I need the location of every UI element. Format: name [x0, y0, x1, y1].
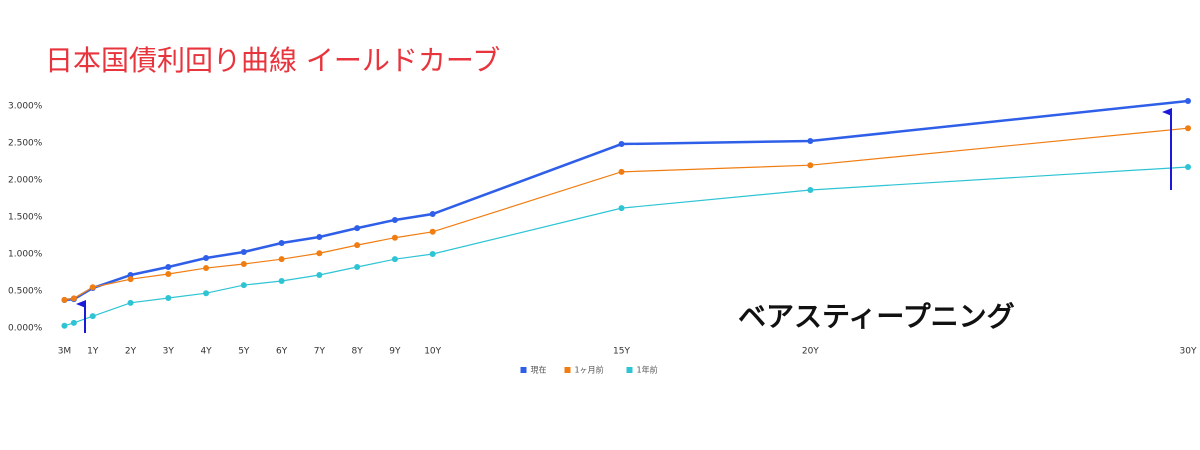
data-point	[89, 284, 96, 291]
data-point	[203, 290, 210, 297]
x-tick-label: 30Y	[1180, 347, 1197, 357]
plot-area: 0.000% 0.500% 1.000% 1.500% 2.000% 2.500% 3.00…	[8, 97, 1197, 375]
annotation: ベアスティープニング	[738, 300, 1015, 333]
x-tick-label: 15Y	[613, 347, 630, 357]
data-point	[70, 319, 77, 326]
data-point	[429, 228, 436, 235]
data-point	[354, 225, 361, 232]
y-tick-label: 0.500%	[8, 287, 43, 297]
data-point	[203, 254, 210, 261]
data-point	[807, 162, 814, 169]
y-tick-label: 2.500%	[8, 139, 43, 149]
data-point	[354, 264, 361, 271]
legend-swatch	[520, 367, 527, 373]
data-point	[240, 249, 247, 256]
data-point	[127, 272, 134, 279]
data-point	[61, 296, 68, 303]
series-line	[64, 99, 1189, 302]
data-point	[354, 242, 361, 249]
x-tick-label: 3M	[58, 347, 72, 357]
legend-swatch	[564, 367, 571, 373]
legend-label: 1年前	[637, 365, 658, 375]
data-point	[165, 270, 172, 277]
data-point	[429, 251, 436, 257]
data-point	[391, 216, 398, 223]
x-tick-label: 7Y	[314, 347, 326, 357]
data-point	[70, 295, 77, 302]
data-point	[391, 256, 398, 263]
y-tick-label: 1.500%	[8, 213, 43, 223]
legend-label: 現在	[531, 365, 547, 375]
data-point	[618, 141, 625, 148]
data-point	[278, 239, 285, 246]
x-tick-label: 20Y	[802, 347, 819, 357]
y-tick-label: 1.000%	[8, 250, 43, 260]
data-point	[391, 234, 398, 241]
x-tick-label: 9Y	[389, 347, 401, 357]
data-point	[316, 272, 323, 279]
data-point	[429, 211, 436, 218]
data-point	[127, 299, 134, 306]
x-tick-label: 5Y	[238, 347, 250, 357]
x-tick-label: 6Y	[276, 347, 288, 357]
legend-label: 1ヶ月前	[575, 365, 604, 375]
y-tick-label: 0.000%	[8, 324, 43, 334]
x-tick-label: 4Y	[200, 347, 212, 357]
data-point	[807, 186, 814, 193]
y-tick-label: 3.000%	[8, 102, 43, 112]
legend-swatch	[626, 367, 633, 373]
data-point	[89, 313, 96, 320]
data-point	[165, 295, 172, 302]
data-point	[1185, 163, 1191, 170]
data-point	[61, 322, 68, 329]
series-line	[64, 127, 1189, 301]
data-point	[807, 138, 814, 145]
data-point	[278, 256, 285, 263]
data-point	[165, 264, 172, 271]
data-point	[240, 260, 247, 267]
data-point	[316, 250, 323, 257]
series-line	[64, 166, 1189, 327]
data-point	[618, 205, 625, 212]
x-tick-label: 2Y	[125, 347, 137, 357]
data-point	[618, 168, 625, 175]
data-point	[278, 278, 285, 285]
chart-title: 日本国債利回り曲線 イールドカーブ	[45, 44, 500, 77]
data-point	[1185, 97, 1191, 104]
data-point	[203, 265, 210, 272]
data-point	[240, 282, 247, 289]
data-point	[127, 276, 134, 283]
x-tick-label: 10Y	[424, 347, 441, 357]
data-point	[1185, 125, 1191, 132]
x-tick-label: 8Y	[352, 347, 364, 357]
y-tick-label: 2.000%	[8, 176, 43, 186]
x-tick-label: 1Y	[87, 347, 99, 357]
x-tick-label: 3Y	[163, 347, 175, 357]
data-point	[316, 233, 323, 240]
